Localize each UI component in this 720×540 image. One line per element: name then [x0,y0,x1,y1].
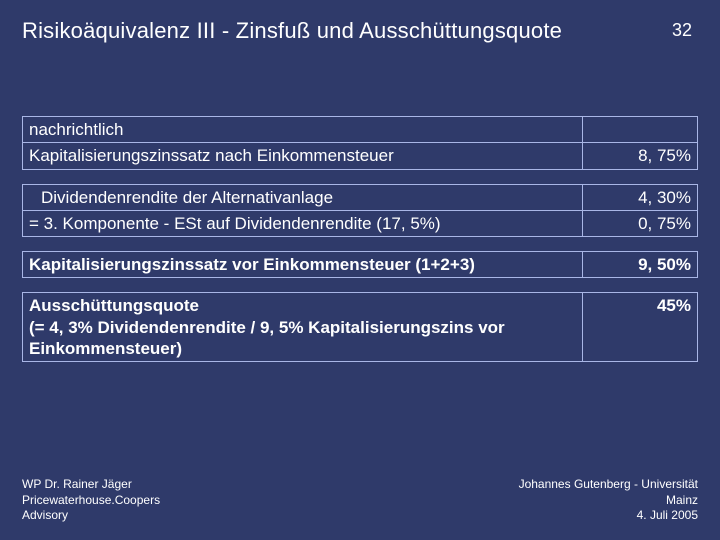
table-row: nachrichtlich [23,117,698,143]
cell-value: 9, 50% [583,252,698,278]
block-gap [22,170,698,184]
footer-date: 4. Juli 2005 [519,508,698,524]
cell-value: 45% [583,293,698,362]
footer-right: Johannes Gutenberg - Universität Mainz 4… [519,477,698,524]
block-gap [22,237,698,251]
table-row: Dividendenrendite der Alternativanlage 4… [23,184,698,210]
cell-label: Dividendenrendite der Alternativanlage [23,184,583,210]
slide-footer: WP Dr. Rainer Jäger Pricewaterhouse.Coop… [22,477,698,524]
cell-value: 4, 30% [583,184,698,210]
footer-company: Pricewaterhouse.Coopers [22,493,160,509]
table-row: Kapitalisierungszinssatz vor Einkommenst… [23,252,698,278]
footer-author: WP Dr. Rainer Jäger [22,477,160,493]
table-block-3: Kapitalisierungszinssatz vor Einkommenst… [22,251,698,278]
cell-value: 8, 75% [583,143,698,169]
slide-header: Risikoäquivalenz III - Zinsfuß und Aussc… [22,18,698,44]
slide: Risikoäquivalenz III - Zinsfuß und Aussc… [0,0,720,540]
table-block-4: Ausschüttungsquote (= 4, 3% Dividendenre… [22,292,698,362]
cell-value [583,117,698,143]
table-row: Kapitalisierungszinssatz nach Einkommens… [23,143,698,169]
slide-title: Risikoäquivalenz III - Zinsfuß und Aussc… [22,18,562,44]
content-tables: nachrichtlich Kapitalisierungszinssatz n… [22,116,698,362]
table-block-1: nachrichtlich Kapitalisierungszinssatz n… [22,116,698,170]
block-gap [22,278,698,292]
cell-value: 0, 75% [583,210,698,236]
cell-label: = 3. Komponente - ESt auf Dividendenrend… [23,210,583,236]
table-block-2: Dividendenrendite der Alternativanlage 4… [22,184,698,238]
table-row: Ausschüttungsquote (= 4, 3% Dividendenre… [23,293,698,362]
table-row: = 3. Komponente - ESt auf Dividendenrend… [23,210,698,236]
page-number: 32 [672,18,698,41]
cell-label: Kapitalisierungszinssatz vor Einkommenst… [23,252,583,278]
footer-left: WP Dr. Rainer Jäger Pricewaterhouse.Coop… [22,477,160,524]
cell-label: Ausschüttungsquote (= 4, 3% Dividendenre… [23,293,583,362]
footer-university: Johannes Gutenberg - Universität [519,477,698,493]
footer-dept: Advisory [22,508,160,524]
cell-label: Kapitalisierungszinssatz nach Einkommens… [23,143,583,169]
cell-label: nachrichtlich [23,117,583,143]
footer-city: Mainz [519,493,698,509]
